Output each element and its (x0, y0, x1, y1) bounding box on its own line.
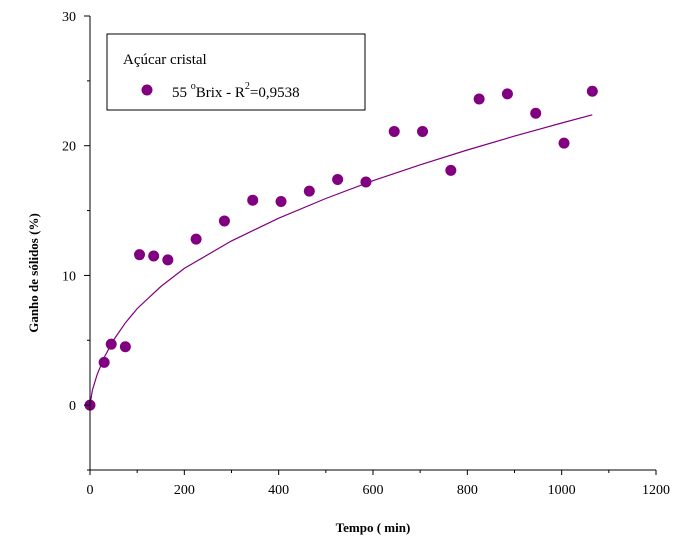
data-point (119, 341, 131, 353)
x-tick-label: 200 (174, 483, 195, 498)
y-axis-title: Ganho de sólidos (%) (26, 213, 41, 333)
data-point (105, 338, 117, 350)
x-tick-label: 0 (87, 483, 94, 498)
data-point (586, 85, 598, 97)
data-point (332, 173, 344, 185)
y-tick-label: 10 (62, 269, 76, 284)
legend: Açúcar cristal 55 oBrix - R2=0,9538 (106, 33, 366, 111)
legend-entry-sup-two: 2 (245, 81, 250, 92)
legend-marker (141, 84, 153, 96)
data-point (473, 93, 485, 105)
axes: 0 200 400 600 800 1000 1200 0 10 20 30 (62, 10, 670, 498)
data-point (445, 164, 457, 176)
data-point (275, 195, 287, 207)
legend-entry-sup-degree: o (191, 81, 196, 92)
legend-entry-end: =0,9538 (250, 85, 300, 101)
data-point (98, 356, 110, 368)
data-point (360, 176, 372, 188)
data-point (218, 215, 230, 227)
data-point (303, 185, 315, 197)
data-point (190, 233, 202, 245)
legend-entry-base: 55 (172, 85, 191, 101)
data-point (162, 254, 174, 266)
data-point (501, 88, 513, 100)
x-tick-label: 1000 (548, 483, 576, 498)
y-tick-label: 30 (62, 10, 76, 25)
data-point (388, 125, 400, 137)
legend-title: Açúcar cristal (123, 52, 207, 68)
data-point (148, 250, 160, 262)
data-point (558, 137, 570, 149)
legend-box (106, 33, 366, 111)
x-tick-label: 400 (268, 483, 289, 498)
x-tick-label: 800 (457, 483, 478, 498)
y-tick-label: 20 (62, 140, 76, 155)
y-tick-label: 0 (69, 399, 76, 414)
data-point (530, 107, 542, 119)
x-tick-label: 1200 (642, 483, 670, 498)
x-tick-label: 600 (363, 483, 384, 498)
x-axis-title: Tempo ( min) (336, 520, 411, 535)
data-points-layer (84, 85, 598, 411)
legend-entry-mid: Brix - R (196, 85, 245, 101)
data-point (247, 194, 259, 206)
legend-entry: 55 oBrix - R2=0,9538 (172, 81, 300, 101)
data-point (134, 249, 146, 261)
data-point (417, 125, 429, 137)
